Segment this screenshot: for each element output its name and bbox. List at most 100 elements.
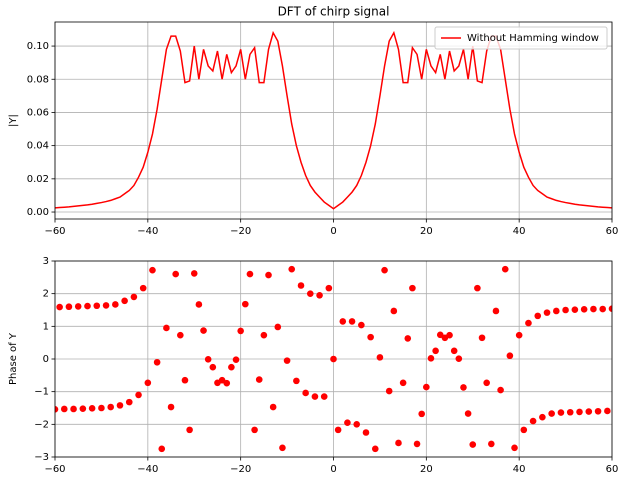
scatter-point xyxy=(135,391,142,399)
scatter-point xyxy=(501,265,509,273)
scatter-point xyxy=(446,331,453,339)
scatter-point xyxy=(423,383,430,391)
scatter-point xyxy=(181,376,189,384)
scatter-point xyxy=(144,379,152,387)
x-tick-label: 0 xyxy=(330,464,336,475)
scatter-point xyxy=(274,323,282,331)
scatter-point xyxy=(590,305,597,313)
y-tick-label: −1 xyxy=(34,387,49,398)
scatter-point xyxy=(84,302,91,310)
scatter-point xyxy=(353,421,361,428)
line-series xyxy=(55,30,612,210)
scatter-point xyxy=(269,403,277,411)
y-tick-label: −2 xyxy=(34,419,49,430)
scatter-point xyxy=(460,384,467,391)
scatter-point xyxy=(539,413,546,421)
scatter-point xyxy=(548,410,555,417)
scatter-point xyxy=(209,363,217,371)
scatter-point xyxy=(121,297,128,305)
y-tick-label: −3 xyxy=(34,452,49,463)
scatter-point xyxy=(358,321,365,329)
scatter-point xyxy=(515,331,523,339)
y-tick-label: 0.00 xyxy=(27,207,49,218)
scatter-point xyxy=(190,270,198,277)
x-tick-label: 60 xyxy=(606,464,619,475)
scatter-point xyxy=(56,303,63,311)
scatter-point xyxy=(139,284,147,292)
x-tick-label: 20 xyxy=(420,464,433,475)
scatter-point xyxy=(93,302,101,310)
x-tick-label: −40 xyxy=(137,226,158,237)
scatter-point xyxy=(339,318,347,325)
chart-title: DFT of chirp signal xyxy=(278,5,390,19)
scatter-point xyxy=(608,305,612,312)
scatter-point xyxy=(469,441,477,448)
scatter-point xyxy=(167,403,175,411)
scatter-point xyxy=(483,379,490,387)
x-tick-label: 40 xyxy=(513,464,526,475)
x-tick-label: 40 xyxy=(513,226,526,237)
scatter-point xyxy=(492,307,500,315)
scatter-point xyxy=(88,405,96,412)
scatter-point xyxy=(311,393,319,400)
scatter-point xyxy=(297,282,305,289)
scatter-point xyxy=(557,409,565,416)
axes-frame xyxy=(54,260,613,458)
y-tick-label: 0.06 xyxy=(27,107,49,118)
y-tick-label: 3 xyxy=(43,256,49,267)
scatter-point xyxy=(367,333,374,341)
scatter-point xyxy=(228,363,235,371)
y-axis-label: |Y| xyxy=(8,114,19,127)
scatter-point xyxy=(116,402,124,409)
scatter-point xyxy=(418,410,425,418)
y-tick-label: 0.08 xyxy=(27,74,49,85)
scatter-point xyxy=(576,408,583,416)
scatter-point xyxy=(288,265,296,273)
scatter-point xyxy=(580,306,588,313)
scatter-point xyxy=(195,301,203,308)
scatter-point xyxy=(330,355,337,363)
scatter-point xyxy=(409,284,416,292)
legend-label: Without Hamming window xyxy=(467,33,599,44)
y-axis-label: Phase of Y xyxy=(8,332,19,385)
x-tick-label: −60 xyxy=(44,226,65,237)
scatter-point xyxy=(237,327,244,335)
scatter-point xyxy=(149,266,156,274)
x-tick-label: −20 xyxy=(230,464,251,475)
scatter-point xyxy=(534,312,542,320)
scatter-point xyxy=(242,300,249,308)
scatter-point xyxy=(571,306,579,313)
scatter-point xyxy=(395,439,402,447)
scatter-point xyxy=(344,419,351,427)
y-tick-label: 0.02 xyxy=(27,174,49,185)
scatter-point xyxy=(511,444,518,452)
scatter-point xyxy=(464,410,472,417)
scatter-point xyxy=(255,376,263,383)
y-tick-label: 1 xyxy=(43,321,49,332)
scatter-point xyxy=(223,379,231,387)
scatter-point xyxy=(279,444,286,452)
scatter-point xyxy=(450,347,458,355)
scatter-point xyxy=(200,327,207,334)
scatter-point xyxy=(293,377,300,385)
scatter-point xyxy=(566,408,574,416)
scatter-point xyxy=(65,303,73,311)
scatter-point xyxy=(543,309,551,316)
scatter-point xyxy=(604,407,611,415)
scatter-point xyxy=(371,445,379,453)
scatter-point xyxy=(107,403,114,411)
scatter-point xyxy=(529,417,537,425)
scatter-point xyxy=(376,354,384,361)
scatter-point xyxy=(302,389,309,397)
scatter-point xyxy=(125,398,133,406)
scatter-point xyxy=(594,407,602,415)
x-tick-label: 20 xyxy=(420,226,433,237)
scatter-point xyxy=(70,405,77,413)
scatter-point xyxy=(585,408,593,415)
scatter-point xyxy=(177,331,184,339)
plot-area xyxy=(55,265,612,453)
x-tick-label: 60 xyxy=(606,226,619,237)
scatter-point xyxy=(432,347,439,355)
scatter-point xyxy=(74,303,82,310)
